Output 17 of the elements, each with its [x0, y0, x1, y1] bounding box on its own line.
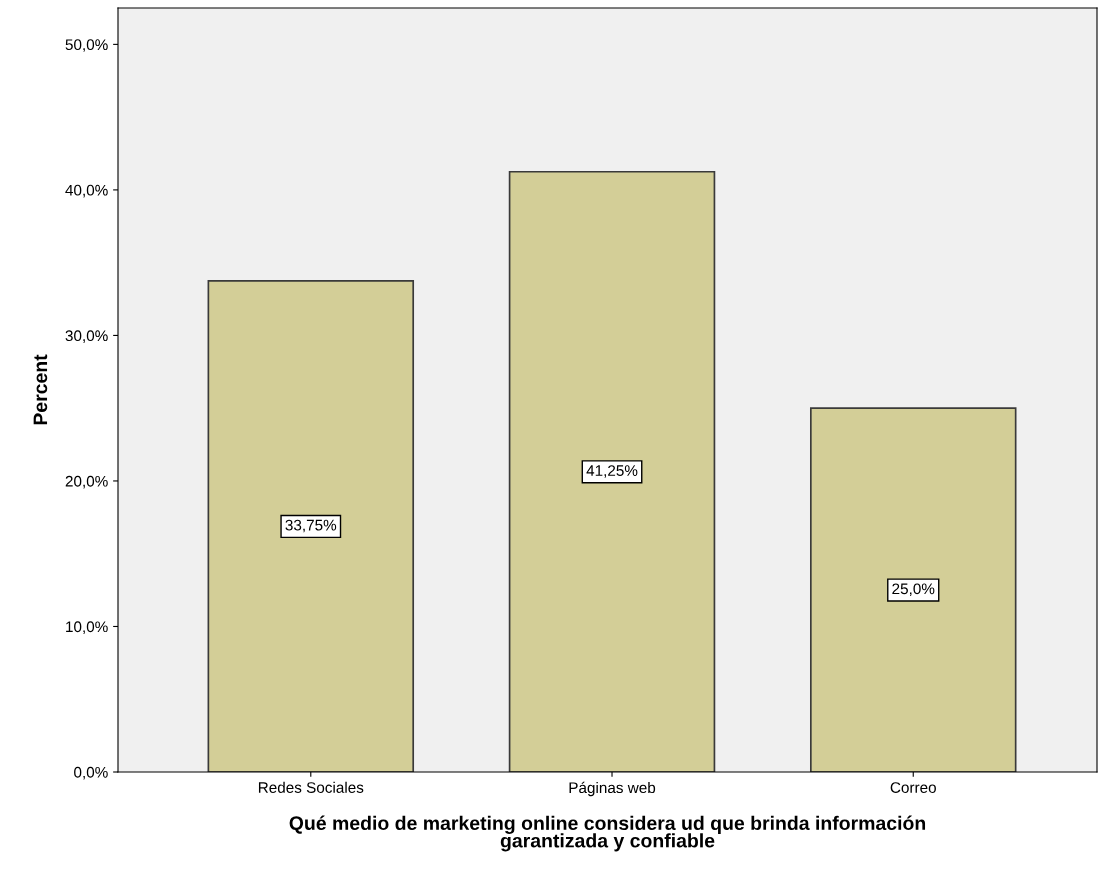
y-tick-label: 10,0% [66, 621, 108, 634]
data-label: 33,75% [285, 519, 337, 533]
bar [508, 170, 716, 772]
x-tick-label: Redes Sociales [258, 781, 364, 793]
y-tick-label: 30,0% [65, 330, 108, 343]
x-tick-label: Correo [890, 782, 936, 793]
y-tick-label: 50,0% [65, 39, 108, 52]
bar [809, 407, 1017, 772]
y-axis-title: Percent [33, 354, 48, 425]
y-tick-label: 0,0% [74, 766, 108, 780]
x-axis-title: Qué medio de marketing online considera ud que brinda información garantizada y confiable [289, 815, 926, 852]
data-label: 41,25% [586, 465, 638, 478]
bar [207, 280, 415, 772]
x-tick-label: Páginas web [569, 781, 656, 797]
y-tick-label: 20,0% [65, 475, 108, 489]
data-label: 25,0% [892, 583, 935, 596]
y-tick-label: 40,0% [65, 184, 108, 198]
